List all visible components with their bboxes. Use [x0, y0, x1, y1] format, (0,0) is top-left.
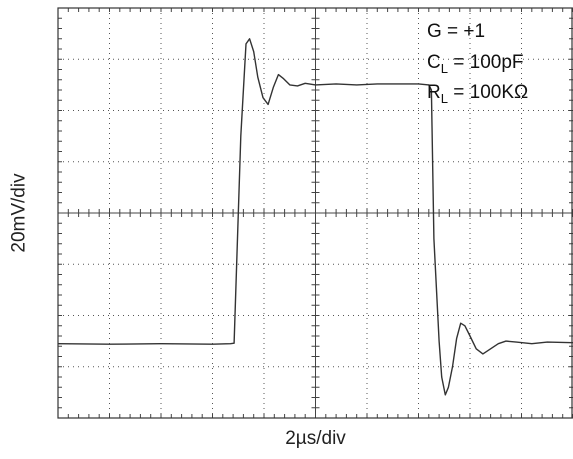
waveform-trace — [57, 38, 573, 396]
annotation-gain: G = +1 — [427, 21, 485, 42]
plot-frame — [57, 7, 573, 419]
y-axis-label-wrap: 20mV/div — [0, 8, 40, 418]
x-axis-label: 2µs/div — [285, 428, 346, 449]
annotation-load-resistance: RL = 100KΩ — [427, 82, 528, 106]
y-axis-label: 20mV/div — [9, 173, 31, 253]
annotation-load-capacitance: CL = 100pF — [427, 52, 524, 76]
